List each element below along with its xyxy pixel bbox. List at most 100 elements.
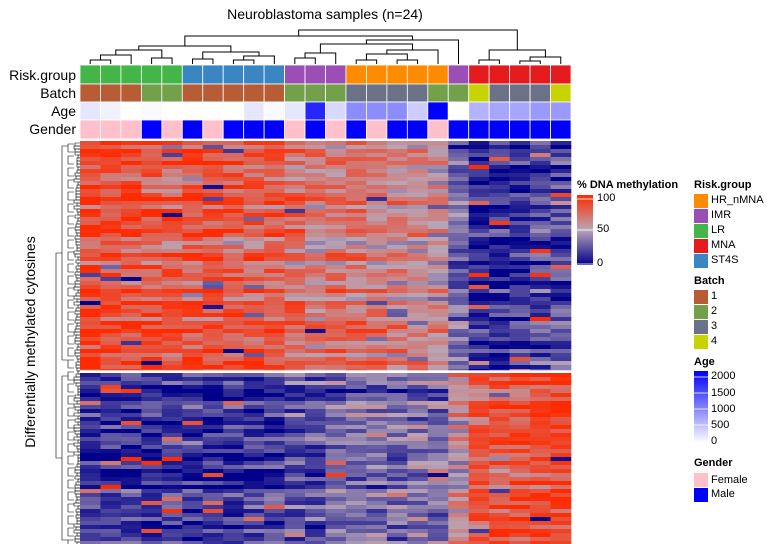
heatmap-cell xyxy=(468,165,490,170)
heatmap-cell xyxy=(509,261,531,266)
gender-cell xyxy=(79,119,101,140)
heatmap-cell xyxy=(223,513,244,518)
heatmap-cell xyxy=(448,277,470,282)
heatmap-cell xyxy=(305,197,326,202)
heatmap-cell xyxy=(141,421,163,426)
heatmap-cell xyxy=(345,413,367,418)
heatmap-cell xyxy=(448,437,470,442)
heatmap-cell xyxy=(243,533,265,538)
heatmap-cell xyxy=(223,377,244,382)
row-dendrogram-link xyxy=(67,383,74,393)
heatmap-cell xyxy=(427,385,449,390)
heatmap-cell xyxy=(100,201,122,206)
heatmap-cell xyxy=(530,281,551,286)
heatmap-cell xyxy=(202,501,224,506)
heatmap-cell xyxy=(407,361,429,366)
heatmap-cell xyxy=(100,377,122,382)
heatmap-cell xyxy=(182,461,204,466)
heatmap-cell xyxy=(468,401,490,406)
heatmap-cell xyxy=(366,177,388,182)
heatmap-cell xyxy=(120,209,142,214)
heatmap-cell xyxy=(161,525,183,530)
row-dendrogram-link xyxy=(76,202,80,207)
age-cell xyxy=(222,101,245,121)
heatmap-cell xyxy=(468,537,490,542)
heatmap-cell xyxy=(345,177,367,182)
heatmap-cell xyxy=(100,529,122,534)
heatmap-cell xyxy=(284,257,306,262)
row-dendrogram-link xyxy=(73,250,80,255)
heatmap-cell xyxy=(366,409,388,414)
heatmap-cell xyxy=(325,409,347,414)
heatmap-cell xyxy=(489,501,510,506)
heatmap-cell xyxy=(468,433,490,438)
heatmap-cell xyxy=(550,425,572,430)
heatmap-cell xyxy=(305,333,326,338)
heatmap-cell xyxy=(345,409,367,414)
heatmap-cell xyxy=(223,185,244,190)
heatmap-cell xyxy=(202,289,224,294)
heatmap-cell xyxy=(386,161,408,166)
heatmap-cell xyxy=(223,309,244,314)
heatmap-cell xyxy=(407,345,429,350)
heatmap-cell xyxy=(345,337,367,342)
heatmap-cell xyxy=(141,313,163,318)
heatmap-cell xyxy=(264,481,285,486)
row-dendrogram-link xyxy=(76,496,80,501)
heatmap-cell xyxy=(80,317,101,322)
heatmap-cell xyxy=(223,241,244,246)
heatmap-cell xyxy=(489,293,510,298)
heatmap-cell xyxy=(80,481,101,486)
row-dendrogram-link xyxy=(74,349,80,354)
heatmap-cell xyxy=(243,297,265,302)
heatmap-cell xyxy=(448,501,470,506)
row-dendrogram-link xyxy=(75,223,80,228)
heatmap-cell xyxy=(100,357,122,362)
heatmap-cell xyxy=(407,253,429,258)
heatmap-cell xyxy=(530,505,551,510)
heatmap-cell xyxy=(120,333,142,338)
row-dendrogram-link xyxy=(76,532,80,537)
heatmap-cell xyxy=(550,521,572,526)
heatmap-cell xyxy=(530,205,551,210)
heatmap-cell xyxy=(182,529,204,534)
heatmap-cell xyxy=(489,233,510,238)
heatmap-cell xyxy=(243,217,265,222)
heatmap-cell xyxy=(100,149,122,154)
heatmap-cell xyxy=(550,189,572,194)
row-dendrogram-link xyxy=(73,427,80,432)
heatmap-cell xyxy=(427,185,449,190)
risk_group-cell xyxy=(447,64,470,85)
heatmap-cell xyxy=(120,225,142,230)
heatmap-cell xyxy=(325,465,347,470)
heatmap-cell xyxy=(386,241,408,246)
heatmap-cell xyxy=(100,417,122,422)
heatmap-cell xyxy=(489,477,510,482)
heatmap-cell xyxy=(284,465,306,470)
heatmap-cell xyxy=(345,493,367,498)
heatmap-cell xyxy=(202,509,224,514)
heatmap-cell xyxy=(243,145,265,150)
heatmap-cell xyxy=(141,281,163,286)
heatmap-cell xyxy=(489,369,510,371)
heatmap-cell xyxy=(80,377,101,382)
heatmap-cell xyxy=(509,337,531,342)
heatmap-cell xyxy=(407,173,429,178)
heatmap-cell xyxy=(468,377,490,382)
heatmap-cell xyxy=(509,481,531,486)
heatmap-cell xyxy=(509,189,531,194)
heatmap-cell xyxy=(100,445,122,450)
heatmap-cell xyxy=(120,241,142,246)
heatmap-cell xyxy=(264,329,285,334)
heatmap-cell xyxy=(243,225,265,230)
heatmap-cell xyxy=(448,265,470,270)
heatmap-cell xyxy=(366,173,388,178)
heatmap-cell xyxy=(448,213,470,218)
heatmap-cell xyxy=(161,437,183,442)
heatmap-cell xyxy=(223,253,244,258)
heatmap-cell xyxy=(530,197,551,202)
heatmap-cell xyxy=(407,233,429,238)
heatmap-cell xyxy=(407,465,429,470)
row-dendrogram-link xyxy=(61,375,68,541)
heatmap-cell xyxy=(100,173,122,178)
